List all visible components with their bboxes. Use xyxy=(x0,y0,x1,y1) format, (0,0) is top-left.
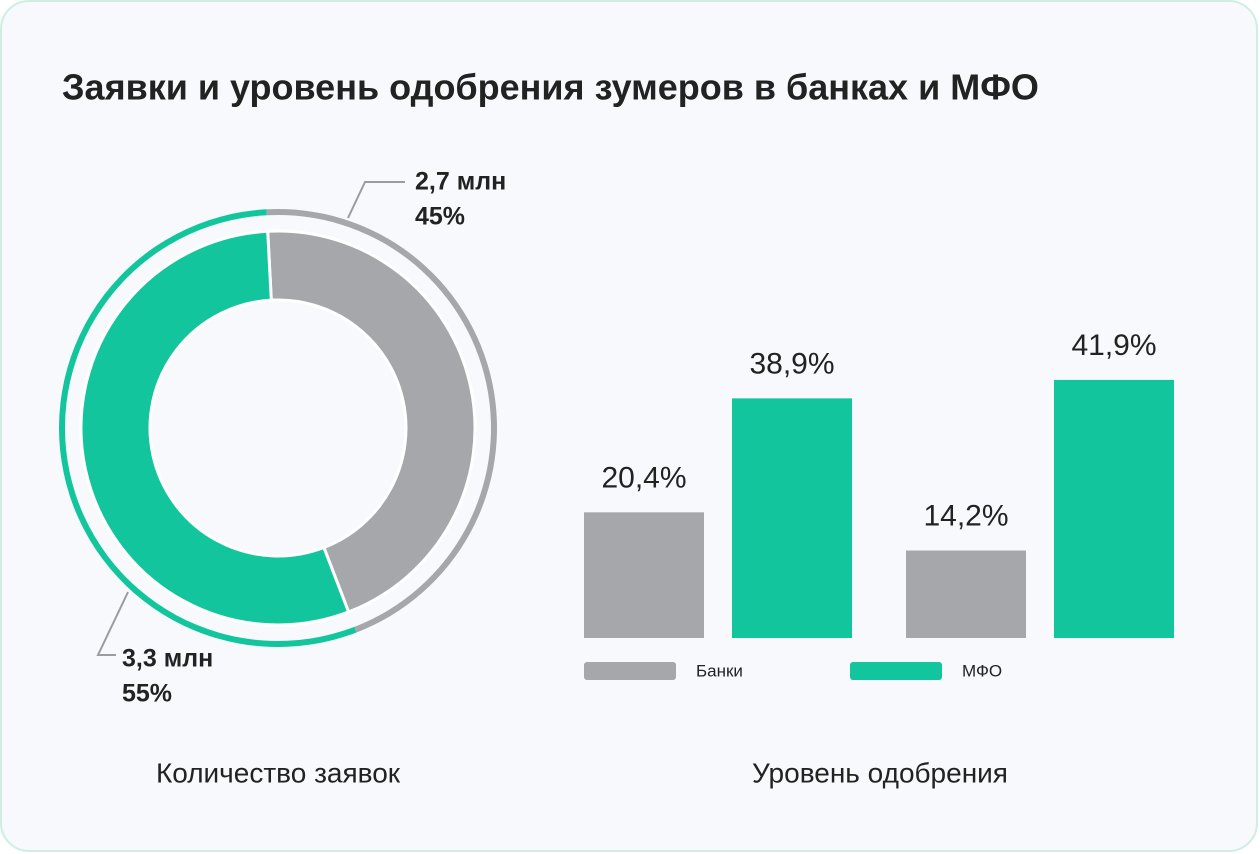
bar-value-label: 20,4% xyxy=(601,461,686,494)
bar-value-label: 14,2% xyxy=(923,499,1008,532)
bar xyxy=(732,398,852,638)
donut-segment xyxy=(79,229,351,627)
bar-value-label: 41,9% xyxy=(1071,329,1156,362)
percentage-label: 55% xyxy=(122,680,172,708)
leader-line xyxy=(347,181,405,219)
chart-caption: Уровень одобрения xyxy=(752,757,1008,788)
percentage-label: 45% xyxy=(415,203,465,231)
legend-swatch xyxy=(584,662,676,680)
value-label: 2,7 млн xyxy=(415,168,506,196)
donut-segment xyxy=(266,229,477,614)
legend-label: Банки xyxy=(696,661,743,680)
leader-line xyxy=(96,591,129,656)
title: Заявки и уровень одобрения зумеров в бан… xyxy=(62,67,1039,108)
bar xyxy=(1054,379,1174,638)
bar xyxy=(906,550,1026,638)
legend-swatch xyxy=(850,662,942,680)
bar xyxy=(584,512,704,638)
legend-label: МФО xyxy=(962,661,1002,680)
value-label: 3,3 млн xyxy=(122,645,213,673)
chart-caption: Количество заявок xyxy=(156,757,401,788)
bar-value-label: 38,9% xyxy=(749,347,834,380)
